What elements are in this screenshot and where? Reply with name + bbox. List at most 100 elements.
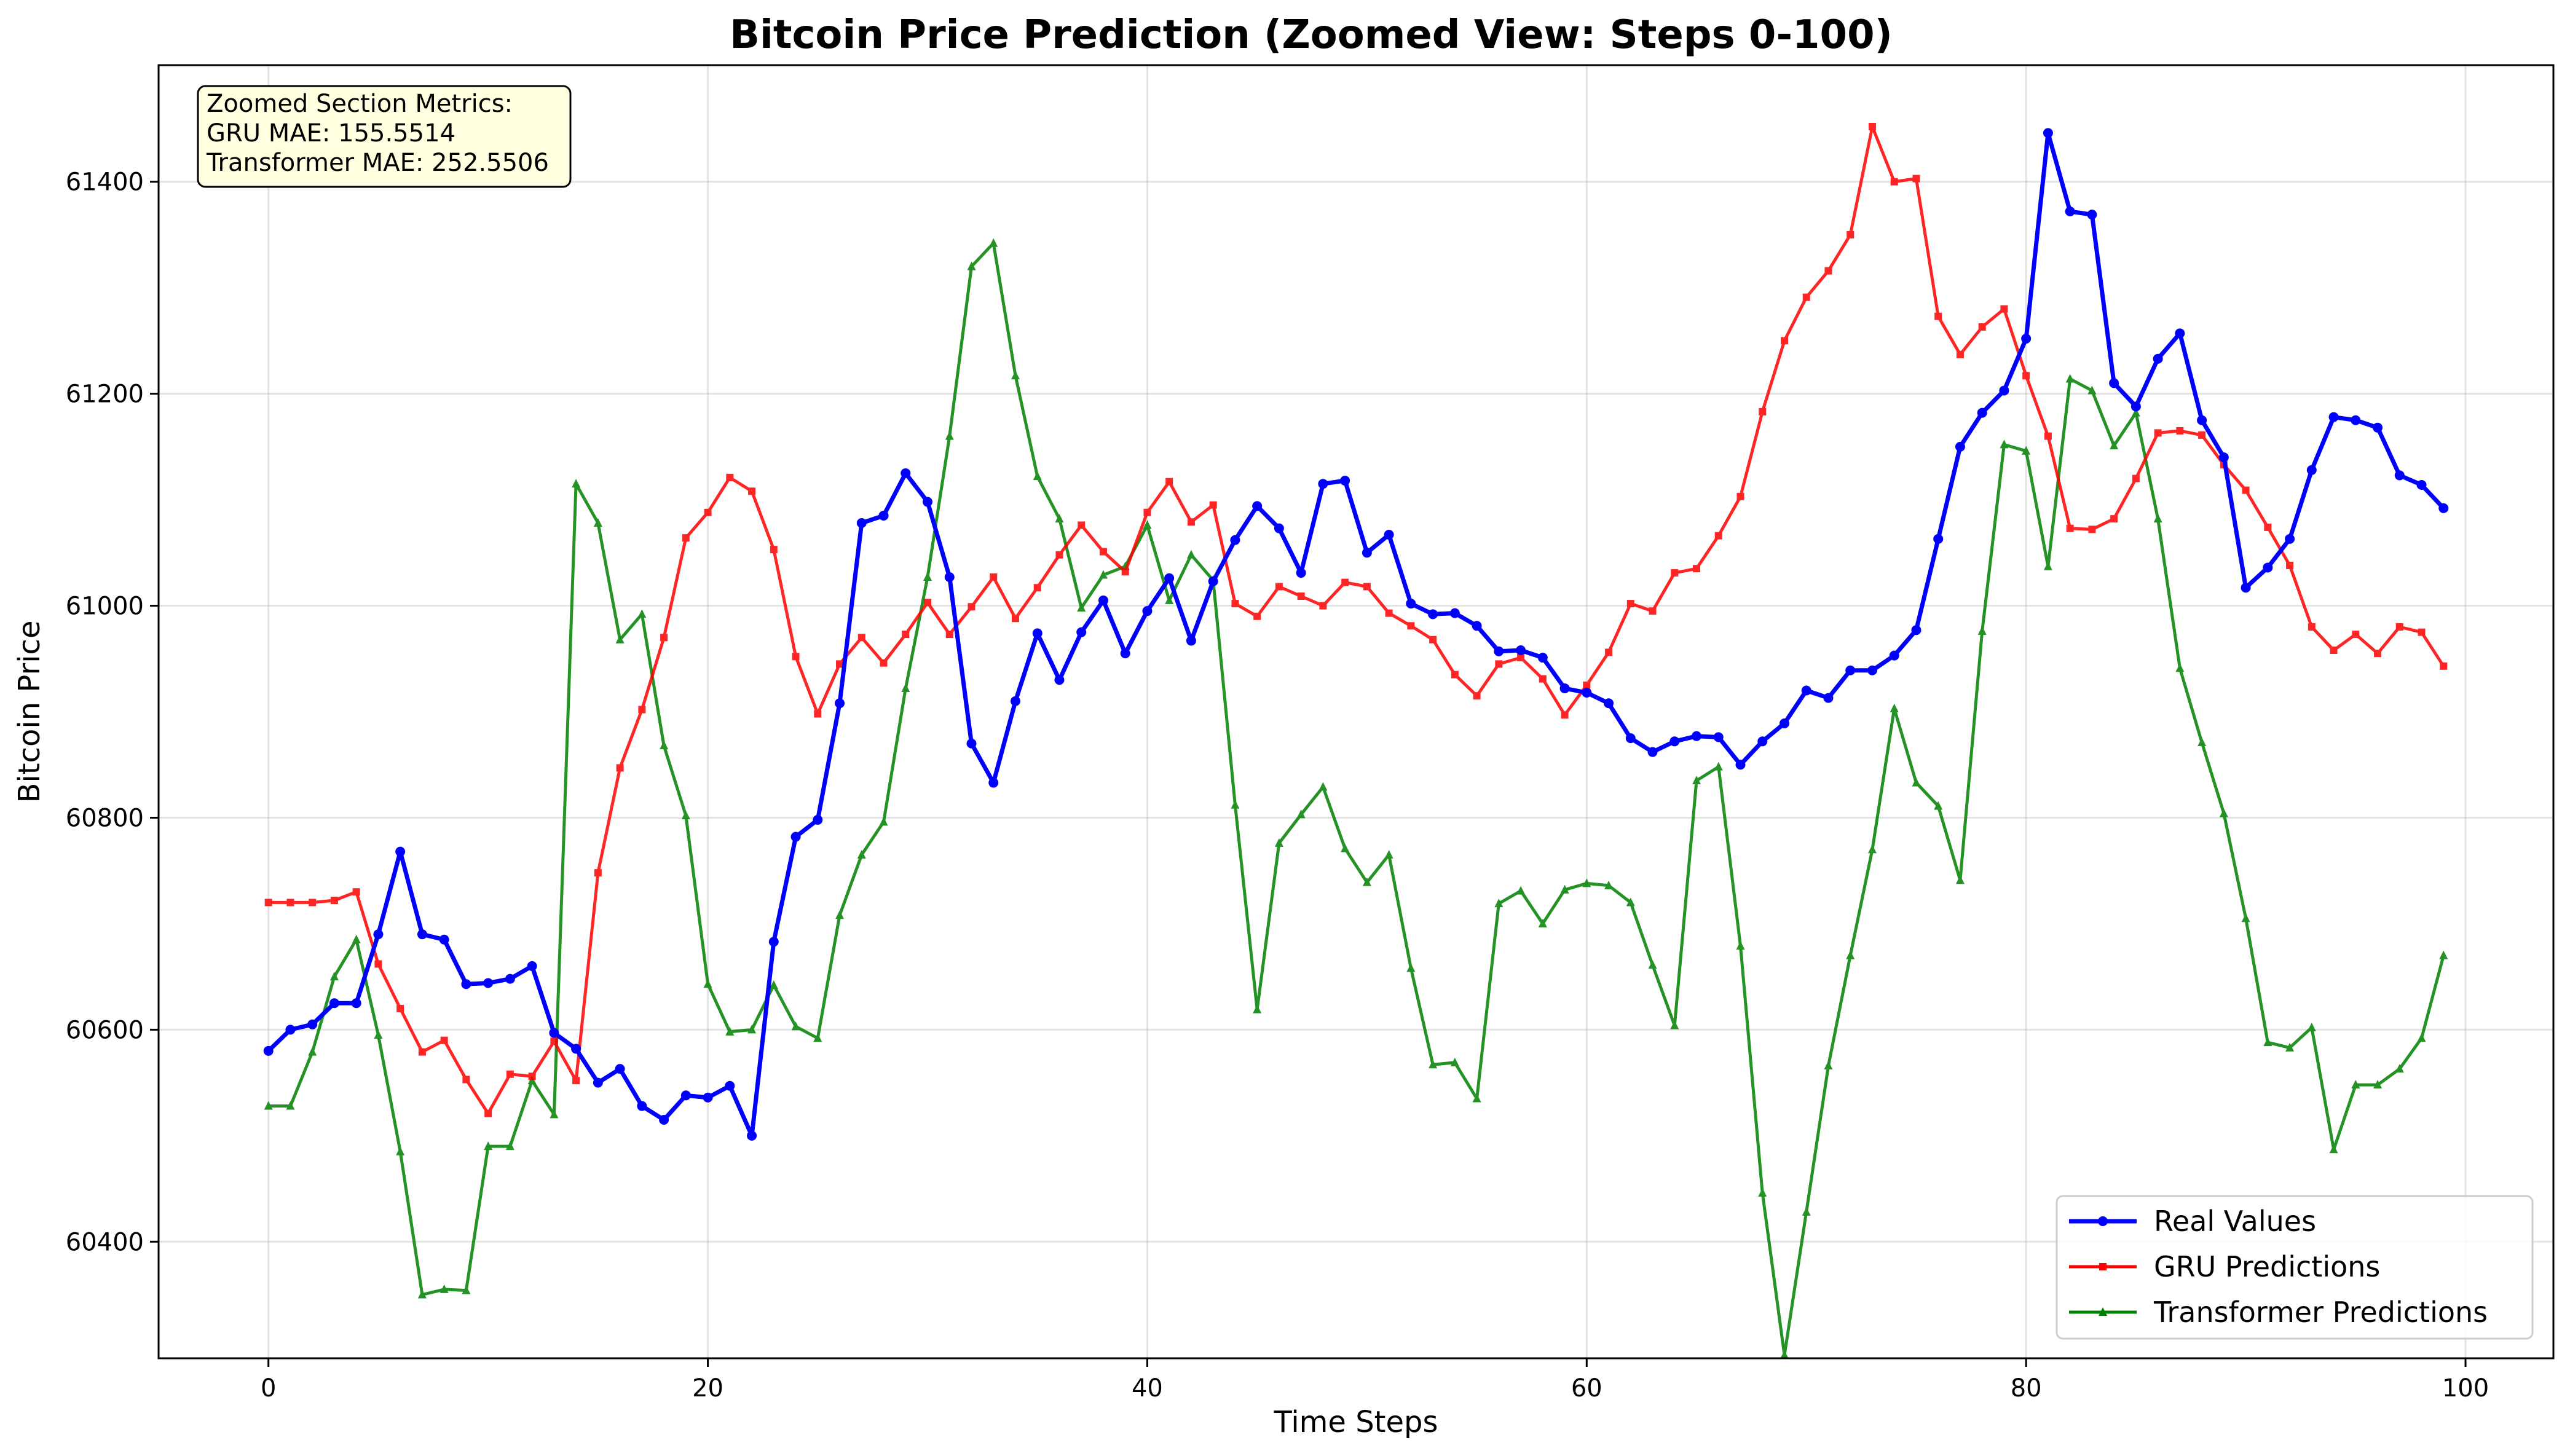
data-point-real-values	[725, 1080, 735, 1091]
data-point-real-values	[307, 1019, 318, 1029]
data-point-transformer-predictions	[1143, 520, 1152, 529]
data-point-real-values	[2438, 503, 2449, 513]
y-tick-label: 60600	[66, 1016, 144, 1044]
data-point-gru-predictions	[968, 603, 976, 611]
data-point-gru-predictions	[1429, 636, 1437, 643]
data-point-gru-predictions	[814, 710, 822, 718]
data-point-gru-predictions	[660, 634, 668, 642]
data-point-transformer-predictions	[1165, 595, 1174, 604]
data-point-transformer-predictions	[1560, 884, 1569, 894]
data-point-transformer-predictions	[2373, 1080, 2383, 1089]
data-point-transformer-predictions	[1955, 875, 1965, 884]
data-point-gru-predictions	[616, 764, 624, 772]
data-point-transformer-predictions	[2307, 1022, 2316, 1031]
data-point-real-values	[373, 929, 384, 940]
data-point-real-values	[768, 937, 779, 947]
plot-frame	[157, 64, 2555, 1360]
chart-title: Bitcoin Price Prediction (Zoomed View: S…	[730, 12, 1893, 58]
data-point-gru-predictions	[1517, 654, 1525, 662]
data-point-transformer-predictions	[923, 572, 932, 581]
data-point-transformer-predictions	[747, 1025, 757, 1034]
data-point-real-values	[1559, 683, 1570, 694]
y-tick-label: 61200	[66, 380, 144, 409]
data-point-transformer-predictions	[1780, 1350, 1789, 1359]
data-point-gru-predictions	[506, 1070, 514, 1078]
data-point-gru-predictions	[682, 534, 690, 542]
data-point-transformer-predictions	[1253, 1004, 1262, 1013]
data-point-transformer-predictions	[1846, 950, 1855, 959]
data-point-transformer-predictions	[1384, 849, 1393, 859]
data-point-transformer-predictions	[725, 1026, 735, 1036]
data-point-transformer-predictions	[615, 634, 625, 643]
data-point-real-values	[263, 1045, 274, 1056]
data-point-gru-predictions	[836, 660, 844, 668]
data-point-gru-predictions	[1495, 660, 1503, 668]
data-point-gru-predictions	[2352, 631, 2360, 639]
data-point-gru-predictions	[2066, 524, 2074, 532]
data-point-gru-predictions	[1165, 478, 1173, 486]
data-point-transformer-predictions	[439, 1284, 449, 1293]
data-point-transformer-predictions	[2022, 446, 2031, 455]
data-point-real-values	[329, 998, 339, 1009]
data-point-gru-predictions	[1011, 615, 1019, 623]
data-point-gru-predictions	[1407, 622, 1415, 630]
data-point-gru-predictions	[374, 960, 382, 968]
legend-label-real: Real Values	[2154, 1205, 2316, 1238]
data-point-gru-predictions	[1078, 521, 1086, 529]
data-point-transformer-predictions	[1011, 371, 1020, 380]
data-point-real-values	[1098, 595, 1108, 605]
data-point-real-values	[571, 1044, 581, 1054]
data-point-real-values	[835, 698, 845, 709]
data-point-real-values	[1779, 718, 1789, 728]
data-point-real-values	[1735, 760, 1746, 770]
data-point-gru-predictions	[1231, 600, 1239, 608]
data-point-transformer-predictions	[1406, 963, 1416, 972]
data-point-transformer-predictions	[2065, 374, 2075, 383]
legend-entry-gru: GRU Predictions	[2069, 1250, 2380, 1283]
data-point-gru-predictions	[1055, 551, 1063, 559]
data-point-real-values	[593, 1077, 603, 1088]
series-gru-predictions	[264, 123, 2448, 1117]
data-point-real-values	[1955, 441, 1965, 452]
data-point-gru-predictions	[1780, 337, 1788, 345]
data-point-gru-predictions	[2044, 432, 2052, 440]
data-point-transformer-predictions	[945, 431, 954, 440]
data-point-transformer-predictions	[2000, 439, 2009, 449]
data-point-gru-predictions	[309, 899, 317, 907]
legend-marker-real	[2098, 1216, 2108, 1226]
data-point-real-values	[901, 468, 911, 478]
data-point-gru-predictions	[2374, 650, 2382, 658]
data-point-real-values	[1252, 501, 1263, 511]
y-tick-label: 61400	[66, 168, 144, 197]
data-point-transformer-predictions	[1692, 776, 1701, 785]
data-point-gru-predictions	[704, 508, 712, 516]
data-point-real-values	[1010, 696, 1020, 706]
data-point-transformer-predictions	[901, 683, 910, 693]
data-point-gru-predictions	[2154, 429, 2162, 437]
data-point-transformer-predictions	[835, 910, 845, 919]
data-point-gru-predictions	[1297, 592, 1305, 600]
data-point-transformer-predictions	[967, 261, 976, 270]
data-point-transformer-predictions	[417, 1289, 427, 1299]
data-point-gru-predictions	[1802, 293, 1810, 301]
data-point-transformer-predictions	[1802, 1207, 1811, 1216]
data-point-transformer-predictions	[1582, 878, 1591, 887]
data-point-real-values	[1933, 533, 1944, 544]
data-point-real-values	[1186, 636, 1196, 646]
data-point-transformer-predictions	[374, 1030, 383, 1039]
legend-label-gru: GRU Predictions	[2154, 1250, 2380, 1283]
data-point-real-values	[1384, 529, 1394, 540]
metrics-line-1: Zoomed Section Metrics:	[207, 90, 513, 118]
data-point-gru-predictions	[396, 1004, 404, 1012]
data-point-gru-predictions	[857, 634, 865, 642]
data-point-transformer-predictions	[1362, 877, 1371, 886]
data-point-transformer-predictions	[1736, 941, 1745, 950]
data-point-gru-predictions	[638, 706, 646, 714]
data-point-transformer-predictions	[1055, 514, 1064, 523]
data-point-transformer-predictions	[1604, 880, 1614, 889]
data-point-real-values	[923, 497, 933, 507]
data-point-gru-predictions	[440, 1036, 448, 1044]
data-point-real-values	[615, 1064, 625, 1074]
data-point-transformer-predictions	[2131, 407, 2140, 417]
data-point-transformer-predictions	[1867, 844, 1877, 854]
